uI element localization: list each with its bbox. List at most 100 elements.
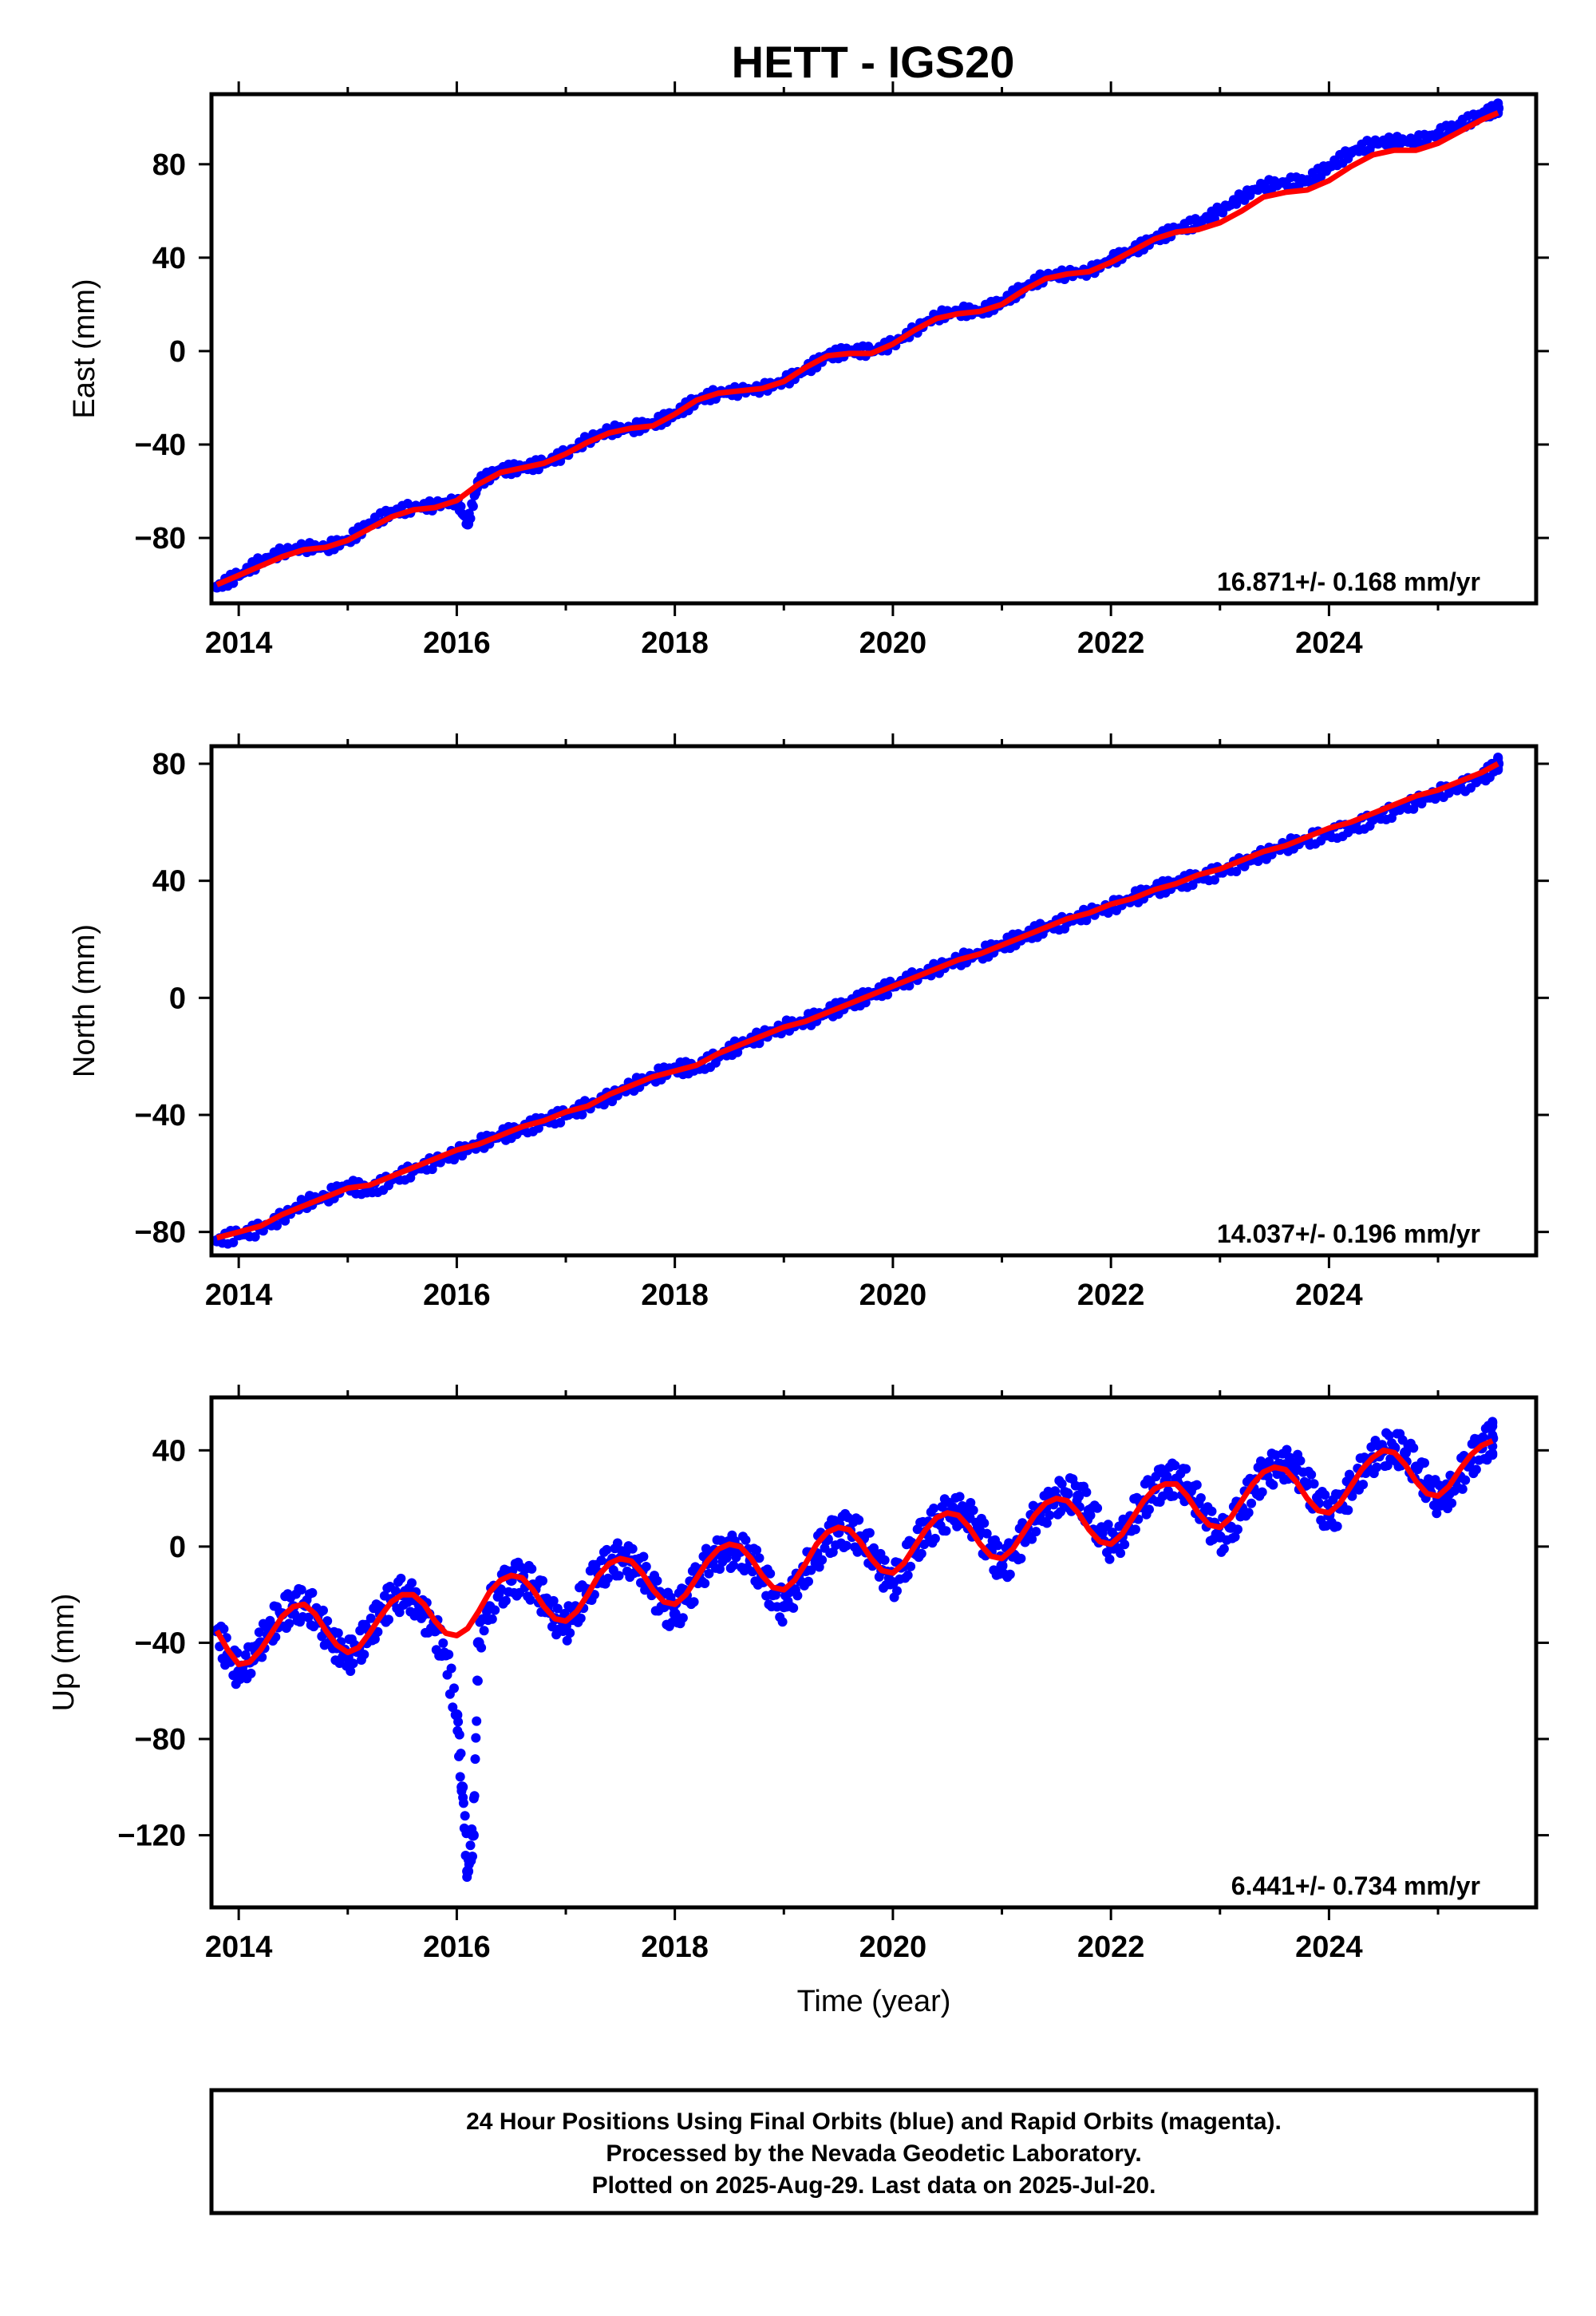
data-point xyxy=(562,1635,572,1646)
data-point xyxy=(817,1555,828,1565)
x-tick-label: 2024 xyxy=(1295,1931,1363,1964)
x-tick-label: 2020 xyxy=(859,626,927,660)
data-point xyxy=(854,1515,864,1525)
data-point xyxy=(444,1650,454,1660)
y-tick-label: 40 xyxy=(152,242,186,275)
data-point xyxy=(806,1565,816,1575)
data-point xyxy=(1219,1543,1229,1554)
data-point xyxy=(869,1543,879,1553)
data-point xyxy=(373,1626,383,1637)
data-point xyxy=(1343,1505,1353,1516)
panel-up: 2014 2016 2018 2020 2022 2024 −120 −80 −40 0 40 Up … xyxy=(47,1385,1549,2018)
data-point xyxy=(1230,1531,1240,1542)
data-point xyxy=(1144,1504,1154,1515)
y-tick-label: −80 xyxy=(135,1216,186,1250)
data-point xyxy=(689,1597,699,1607)
x-tick-label: 2022 xyxy=(1077,626,1145,660)
data-point xyxy=(1103,1520,1113,1530)
data-point xyxy=(1309,1479,1319,1489)
footer-line-1: 24 Hour Positions Using Final Orbits (bl… xyxy=(466,2109,1282,2135)
data-point xyxy=(678,1613,688,1623)
data-point xyxy=(966,1498,976,1508)
data-point xyxy=(559,1609,570,1618)
data-point xyxy=(471,1733,481,1743)
data-point xyxy=(333,1628,343,1638)
data-point xyxy=(715,1564,725,1574)
data-point xyxy=(1471,1464,1481,1475)
data-point xyxy=(575,1613,586,1623)
x-tick-label: 2018 xyxy=(641,626,709,660)
data-point xyxy=(438,1638,448,1648)
data-point xyxy=(1243,1508,1254,1518)
data-point xyxy=(1487,1418,1498,1429)
data-point xyxy=(527,1563,537,1574)
data-point xyxy=(638,1551,649,1562)
rate-annotation-east: 16.871+/- 0.168 mm/yr xyxy=(1217,567,1480,596)
data-point xyxy=(1031,1527,1041,1537)
data-point xyxy=(284,1618,294,1629)
data-point xyxy=(454,1729,464,1740)
data-point xyxy=(906,1561,916,1571)
x-tick-label: 2016 xyxy=(423,1931,491,1964)
data-point xyxy=(704,1568,714,1579)
model-curve-up xyxy=(214,1438,1494,1668)
x-tick-label: 2022 xyxy=(1077,1931,1145,1964)
data-point xyxy=(1233,1524,1242,1535)
data-point xyxy=(1282,1445,1292,1455)
data-point xyxy=(1231,867,1242,876)
y-tick-label: −120 xyxy=(117,1820,186,1853)
x-tick-label: 2016 xyxy=(423,1279,491,1312)
data-point xyxy=(636,1578,646,1588)
data-point xyxy=(365,1613,376,1623)
data-point xyxy=(641,1562,651,1571)
data-point xyxy=(246,1668,256,1678)
x-tick-label: 2014 xyxy=(205,1931,273,1964)
data-point xyxy=(1231,199,1242,209)
y-axis-label-up: Up (mm) xyxy=(47,1594,81,1712)
data-point xyxy=(1005,1569,1015,1579)
data-point xyxy=(792,1591,803,1601)
data-point xyxy=(280,1215,290,1226)
data-point xyxy=(729,1560,739,1571)
data-point xyxy=(456,501,466,512)
data-point xyxy=(892,1586,902,1596)
data-point xyxy=(614,1571,624,1581)
data-point xyxy=(1487,1450,1498,1460)
data-point xyxy=(1420,1458,1429,1468)
data-point xyxy=(369,1634,380,1644)
data-point xyxy=(1207,1506,1217,1516)
y-axis-label-north: North (mm) xyxy=(68,924,101,1077)
data-point xyxy=(1056,1507,1065,1517)
x-tick-label: 2014 xyxy=(205,1279,273,1312)
data-point xyxy=(467,1829,479,1841)
data-point xyxy=(449,1683,459,1694)
data-point xyxy=(1191,1480,1202,1490)
data-point xyxy=(864,1528,875,1538)
data-point xyxy=(476,1642,487,1653)
y-tick-label: 80 xyxy=(152,148,186,182)
data-point xyxy=(1487,1430,1498,1441)
data-point xyxy=(993,1540,1003,1551)
data-point xyxy=(1218,207,1228,218)
data-point xyxy=(1181,1464,1191,1474)
data-point xyxy=(565,1628,575,1638)
data-point xyxy=(724,1545,735,1557)
data-point xyxy=(1027,1534,1037,1544)
data-point xyxy=(1478,1432,1488,1442)
data-point xyxy=(1195,1493,1206,1503)
data-point xyxy=(1347,1491,1357,1501)
data-point xyxy=(841,1540,851,1551)
data-point xyxy=(1073,1490,1084,1502)
x-tick-label: 2024 xyxy=(1295,1279,1363,1312)
data-point xyxy=(1320,1490,1330,1500)
data-point xyxy=(1130,1524,1140,1535)
data-point xyxy=(296,1585,306,1595)
x-tick-label: 2020 xyxy=(859,1279,927,1312)
panel-east: 2014 2016 2018 2020 2022 2024 −80 −40 0 40 80 East … xyxy=(68,81,1549,660)
data-point xyxy=(916,1548,926,1559)
data-point xyxy=(1447,1498,1457,1508)
data-point xyxy=(1358,1480,1369,1490)
rate-annotation-north: 14.037+/- 0.196 mm/yr xyxy=(1217,1219,1480,1248)
data-point xyxy=(788,1603,799,1613)
data-point xyxy=(525,1595,535,1605)
